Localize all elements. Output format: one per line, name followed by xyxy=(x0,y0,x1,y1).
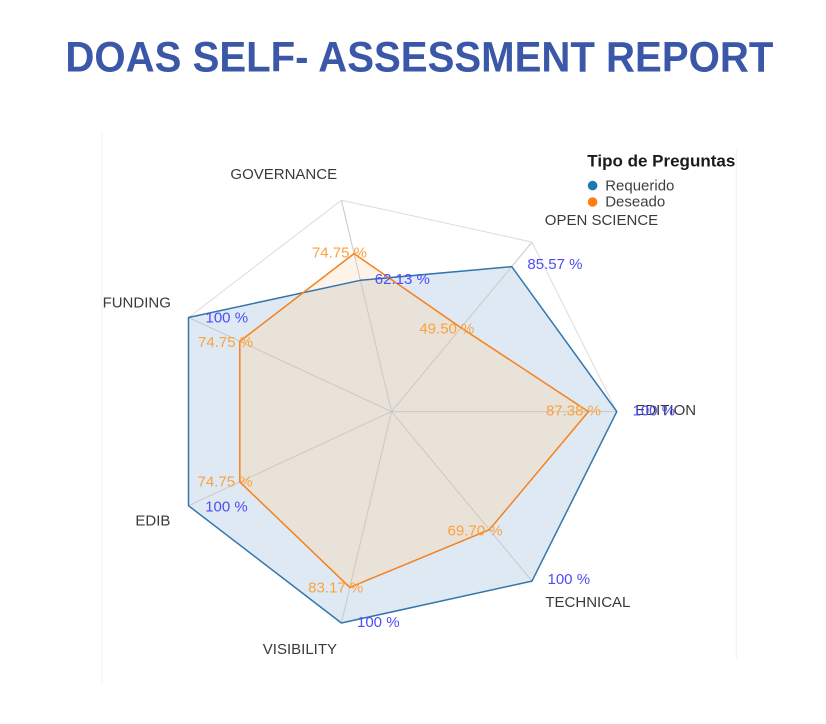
svg-text:74.75 %: 74.75 % xyxy=(198,474,253,491)
svg-text:VISIBILITY: VISIBILITY xyxy=(263,641,337,658)
svg-text:EDIB: EDIB xyxy=(135,513,170,530)
svg-text:62.13 %: 62.13 % xyxy=(375,271,430,288)
svg-text:Deseado: Deseado xyxy=(605,194,665,211)
svg-text:87.38 %: 87.38 % xyxy=(546,403,601,420)
svg-text:OPEN SCIENCE: OPEN SCIENCE xyxy=(545,212,658,229)
svg-text:EDITION: EDITION xyxy=(635,402,696,419)
svg-text:100 %: 100 % xyxy=(357,614,400,631)
svg-text:100 %: 100 % xyxy=(206,310,249,327)
svg-text:100 %: 100 % xyxy=(205,499,248,516)
svg-text:DOAS SELF- ASSESSMENT REPORT: DOAS SELF- ASSESSMENT REPORT xyxy=(65,34,773,82)
svg-text:85.57 %: 85.57 % xyxy=(527,256,582,273)
svg-text:GOVERNANCE: GOVERNANCE xyxy=(230,166,337,183)
svg-text:69.70 %: 69.70 % xyxy=(448,523,503,540)
svg-text:Requerido: Requerido xyxy=(605,177,674,194)
svg-text:49.50 %: 49.50 % xyxy=(419,321,474,338)
svg-text:FUNDING: FUNDING xyxy=(103,295,171,312)
svg-text:74.75 %: 74.75 % xyxy=(312,245,367,262)
svg-text:83.17 %: 83.17 % xyxy=(308,580,363,597)
svg-text:74.75 %: 74.75 % xyxy=(198,334,253,351)
svg-text:100 %: 100 % xyxy=(633,403,676,420)
svg-text:100 %: 100 % xyxy=(548,571,591,588)
svg-text:TECHNICAL: TECHNICAL xyxy=(545,594,630,611)
svg-text:Tipo de Preguntas: Tipo de Preguntas xyxy=(587,151,735,170)
